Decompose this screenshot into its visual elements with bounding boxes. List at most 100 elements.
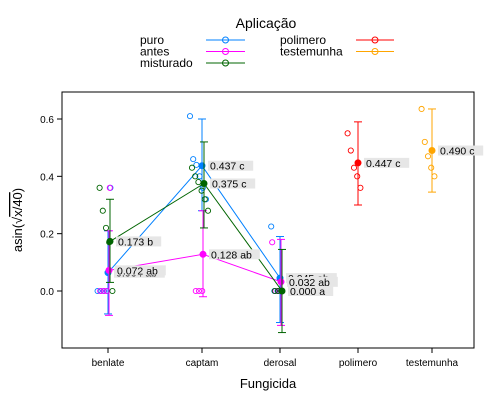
observation-point — [424, 153, 432, 160]
observation-point — [204, 207, 212, 214]
observation-point — [96, 184, 103, 191]
observation-point — [195, 179, 202, 186]
legend-marker — [222, 59, 229, 67]
legend-label: testemunha — [280, 45, 343, 59]
observation-point — [186, 113, 194, 120]
observation-point — [109, 287, 116, 295]
mean-point — [106, 237, 114, 245]
legend-label: antes — [140, 45, 169, 59]
value-label: 0.437 c — [210, 161, 244, 173]
observation-point — [100, 287, 107, 295]
value-label: 0.000 a — [290, 286, 325, 298]
value-label-bg — [209, 249, 260, 260]
observation-point — [106, 184, 113, 191]
observation-point — [418, 105, 425, 113]
value-label-bg — [438, 145, 484, 156]
series-testemunha — [418, 105, 438, 193]
value-label-bg — [364, 157, 410, 168]
series-puro — [94, 113, 284, 324]
value-label-bg — [116, 236, 162, 247]
y-axis-title-radicand: x/40 — [10, 192, 25, 217]
observation-point — [188, 164, 196, 171]
value-label: 0.072 ab — [117, 265, 158, 277]
svg-text:asin(√x/40): asin(√x/40) — [10, 188, 25, 252]
legend-marker — [371, 48, 379, 55]
mean-point — [105, 266, 113, 274]
value-label-bg — [288, 286, 334, 296]
legend-entry: polimero — [280, 33, 394, 47]
observation-point — [102, 224, 110, 231]
legend-label: misturado — [140, 56, 193, 70]
observation-point — [201, 196, 208, 203]
mean-point — [428, 147, 436, 155]
observation-point — [192, 173, 199, 180]
x-tick-label: benlate — [92, 358, 125, 369]
observation-point — [99, 207, 106, 214]
value-label: 0.375 c — [212, 179, 246, 191]
value-label: 0.173 b — [118, 236, 153, 248]
x-axis-title: Fungicida — [240, 376, 297, 391]
observation-point — [421, 138, 428, 145]
observation-point — [192, 287, 199, 295]
value-label-bg — [115, 265, 166, 276]
plot-frame — [61, 91, 475, 349]
mean-point — [277, 278, 285, 286]
mean-point — [199, 250, 207, 258]
series-polimero — [344, 121, 364, 206]
observation-point — [199, 287, 206, 295]
legend-entry: testemunha — [280, 45, 394, 59]
legend-label: polimero — [280, 33, 326, 47]
observation-point — [344, 130, 351, 137]
observation-point — [431, 173, 438, 180]
value-label-bg — [287, 276, 338, 287]
x-tick-label: testemunha — [406, 358, 459, 369]
value-label-bg — [210, 178, 256, 189]
legend-title: Aplicação — [236, 15, 297, 31]
value-labels: 0.064 ab0.437 c0.045 ab0.072 ab0.128 ab0… — [114, 145, 484, 298]
value-label: 0.032 ab — [289, 277, 330, 289]
y-axis-title-prefix: asin( — [10, 223, 25, 252]
mean-point — [200, 180, 208, 187]
value-label: 0.447 c — [366, 158, 400, 170]
observation-point — [347, 147, 354, 154]
observation-point — [428, 164, 435, 171]
legend-entry: puro — [140, 33, 245, 47]
chart-marks: 0.064 ab0.437 c0.045 ab0.072 ab0.128 ab0… — [94, 105, 484, 334]
observation-point — [350, 164, 358, 171]
observation-point — [268, 223, 275, 230]
y-tick-label: 0.4 — [40, 172, 54, 183]
series-antes — [97, 184, 285, 326]
observation-point — [354, 173, 361, 180]
x-tick-label: derosal — [264, 358, 297, 369]
observation-point — [269, 239, 276, 246]
legend-marker — [222, 36, 229, 44]
mean-point — [354, 159, 362, 167]
y-tick-label: 0.2 — [40, 230, 54, 241]
observation-point — [94, 287, 101, 295]
y-axis-title-radical: √ — [10, 216, 25, 224]
y-axis: 0.0 0.2 0.4 0.6 — [40, 115, 62, 298]
observation-point — [357, 184, 364, 191]
y-axis-title-suffix: ) — [10, 188, 25, 192]
observation-point — [97, 287, 104, 295]
observation-point — [190, 156, 197, 163]
legend-marker — [371, 36, 379, 44]
value-label: 0.128 ab — [211, 249, 252, 261]
x-tick-label: captam — [186, 358, 219, 369]
observation-point — [195, 287, 203, 295]
legend-label: puro — [140, 33, 164, 47]
x-axis: benlate captam derosal polimero testemunha — [92, 348, 459, 369]
legend-marker — [222, 48, 229, 55]
x-tick-label: polimero — [339, 358, 378, 369]
y-tick-label: 0.0 — [40, 287, 54, 298]
value-label-bg — [208, 160, 254, 171]
legend-entry: antes — [140, 45, 245, 59]
y-tick-label: 0.6 — [40, 115, 54, 126]
value-label: 0.490 c — [440, 146, 474, 158]
y-axis-title: asin(√x/40) — [10, 188, 25, 252]
observation-point — [271, 287, 278, 295]
mean-point — [278, 287, 286, 295]
